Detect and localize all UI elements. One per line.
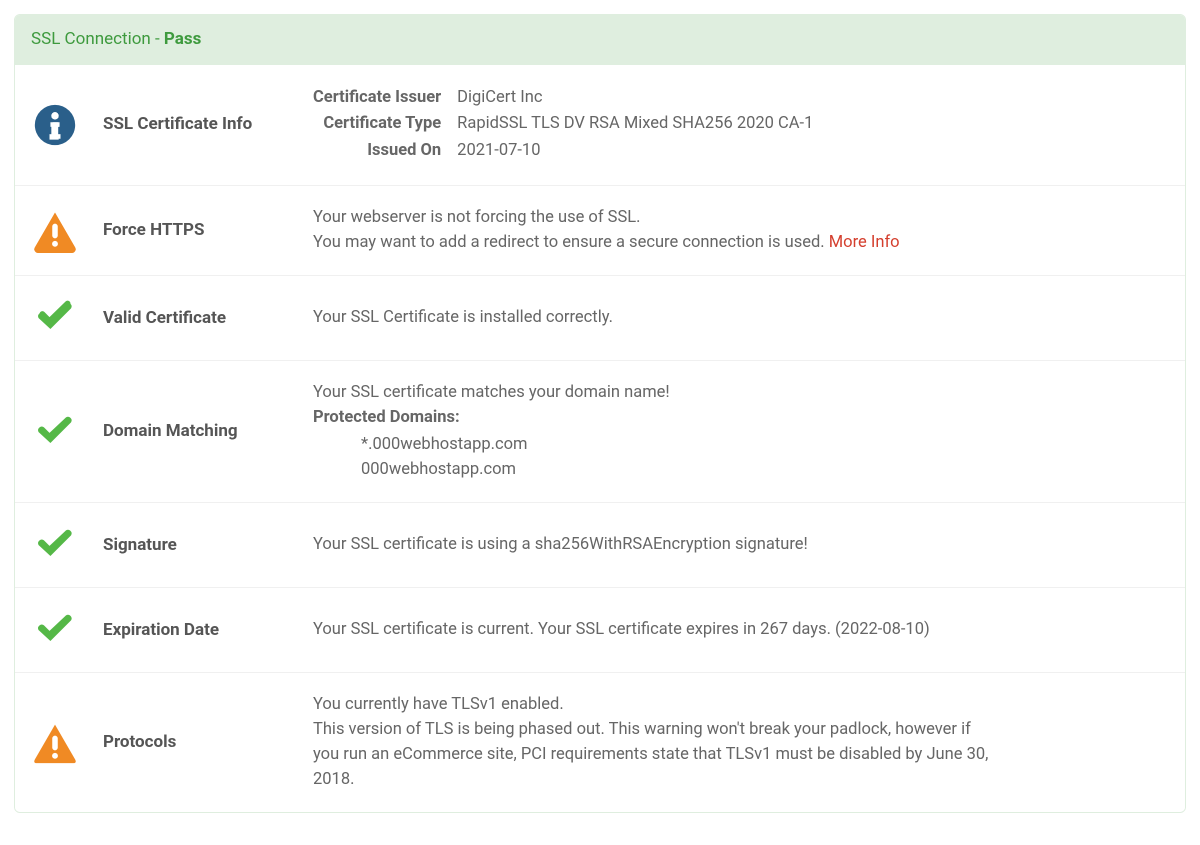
protocols-line2: This version of TLS is being phased out.… (313, 718, 993, 792)
row-domain-matching: Domain Matching Your SSL certificate mat… (15, 361, 1185, 503)
check-icon (33, 410, 77, 454)
row-title: Expiration Date (103, 618, 313, 644)
check-icon (33, 296, 77, 340)
info-icon (33, 103, 77, 147)
icon-cell (33, 523, 103, 567)
cert-issued-label: Issued On (313, 138, 457, 165)
row-signature: Signature Your SSL certificate is using … (15, 503, 1185, 588)
valid-cert-text: Your SSL Certificate is installed correc… (313, 306, 1167, 331)
row-expiration: Expiration Date Your SSL certificate is … (15, 588, 1185, 673)
ssl-panel: SSL Connection - Pass SSL Certificate In… (14, 14, 1186, 813)
icon-cell (33, 608, 103, 652)
row-detail: Your SSL Certificate is installed correc… (313, 306, 1167, 331)
row-title: SSL Certificate Info (103, 112, 313, 138)
row-force-https: Force HTTPS Your webserver is not forcin… (15, 186, 1185, 277)
icon-cell (33, 103, 103, 147)
check-icon (33, 523, 77, 567)
row-valid-cert: Valid Certificate Your SSL Certificate i… (15, 276, 1185, 361)
warning-icon (33, 209, 77, 253)
warning-icon (33, 721, 77, 765)
more-info-link[interactable]: More Info (829, 233, 900, 252)
cert-info-table: Certificate Issuer DigiCert Inc Certific… (313, 85, 813, 165)
cert-issued-value: 2021-07-10 (457, 138, 813, 165)
protocols-line1: You currently have TLSv1 enabled. (313, 693, 993, 718)
icon-cell (33, 721, 103, 765)
domain-match-line1: Your SSL certificate matches your domain… (313, 381, 1167, 406)
panel-body: SSL Certificate Info Certificate Issuer … (15, 65, 1185, 813)
cert-type-label: Certificate Type (313, 111, 457, 138)
cert-issuer-value: DigiCert Inc (457, 85, 813, 112)
force-https-line2: You may want to add a redirect to ensure… (313, 231, 1167, 256)
row-title: Valid Certificate (103, 306, 313, 332)
cert-type-value: RapidSSL TLS DV RSA Mixed SHA256 2020 CA… (457, 111, 813, 138)
row-title: Protocols (103, 730, 313, 756)
row-protocols: Protocols You currently have TLSv1 enabl… (15, 673, 1185, 812)
protected-domains-label: Protected Domains: (313, 406, 1167, 431)
row-cert-info: SSL Certificate Info Certificate Issuer … (15, 65, 1185, 186)
expiration-text: Your SSL certificate is current. Your SS… (313, 618, 1167, 643)
panel-status: Pass (164, 29, 201, 49)
icon-cell (33, 410, 103, 454)
row-detail: You currently have TLSv1 enabled. This v… (313, 693, 993, 792)
row-title: Domain Matching (103, 419, 313, 445)
row-detail: Your SSL certificate is current. Your SS… (313, 618, 1167, 643)
row-detail: Your SSL certificate matches your domain… (313, 381, 1167, 482)
row-detail: Certificate Issuer DigiCert Inc Certific… (313, 85, 1167, 165)
force-https-line2-text: You may want to add a redirect to ensure… (313, 233, 829, 252)
protected-domains-list: *.000webhostapp.com 000webhostapp.com (361, 433, 1167, 483)
protected-domain-1: *.000webhostapp.com (361, 433, 1167, 458)
row-detail: Your SSL certificate is using a sha256Wi… (313, 533, 1167, 558)
row-title: Signature (103, 533, 313, 559)
row-detail: Your webserver is not forcing the use of… (313, 206, 1167, 256)
check-icon (33, 608, 77, 652)
panel-header: SSL Connection - Pass (15, 15, 1185, 65)
icon-cell (33, 296, 103, 340)
row-title: Force HTTPS (103, 218, 313, 244)
signature-text: Your SSL certificate is using a sha256Wi… (313, 533, 1167, 558)
protected-domain-2: 000webhostapp.com (361, 458, 1167, 483)
icon-cell (33, 209, 103, 253)
force-https-line1: Your webserver is not forcing the use of… (313, 206, 1167, 231)
panel-title-prefix: SSL Connection - (31, 29, 164, 49)
cert-issuer-label: Certificate Issuer (313, 85, 457, 112)
